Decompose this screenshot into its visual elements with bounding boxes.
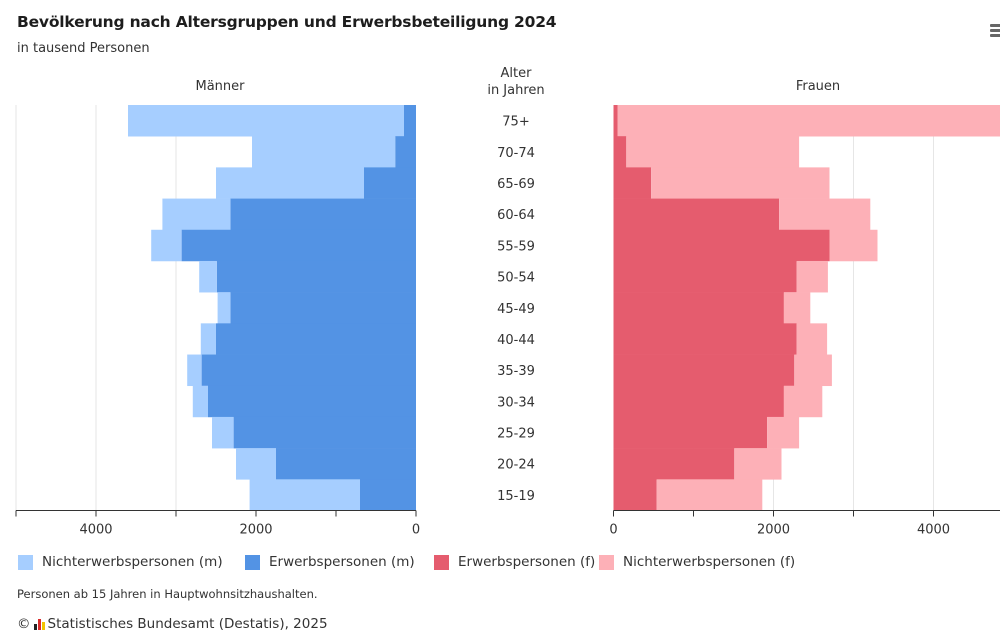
bar-men-working[interactable] [230, 292, 416, 324]
bar-men-non-working[interactable] [212, 416, 234, 449]
bar-men-working[interactable] [216, 323, 416, 355]
age-label: 35-39 [497, 364, 535, 379]
tick-label-women: 0 [609, 523, 617, 538]
legend-item-men-non-working[interactable]: Nichterwerbspersonen (m) [18, 554, 223, 570]
bar-men-non-working[interactable] [192, 385, 208, 418]
destatis-logo-icon [33, 618, 45, 630]
age-axis-title-line1: Alter [500, 66, 532, 81]
bar-women-non-working[interactable] [767, 416, 800, 449]
legend-swatch [434, 554, 449, 570]
bar-women-working[interactable] [613, 354, 795, 387]
bar-men-working[interactable] [181, 229, 416, 262]
bar-men-working[interactable] [216, 260, 416, 293]
copyright-symbol: © [17, 616, 31, 632]
bar-men-working[interactable] [208, 385, 416, 418]
bar-women-non-working[interactable] [783, 385, 823, 418]
legend-label: Erwerbspersonen (m) [269, 554, 415, 570]
age-label: 55-59 [497, 239, 535, 254]
bar-women-non-working[interactable] [626, 136, 800, 168]
bar-women-working[interactable] [613, 167, 652, 199]
age-label: 40-44 [497, 333, 535, 348]
footnote: Personen ab 15 Jahren in Hauptwohnsitzha… [17, 587, 318, 601]
bar-men-working[interactable] [395, 136, 416, 168]
legend-label: Erwerbspersonen (f) [458, 554, 596, 570]
age-label: 65-69 [497, 177, 535, 192]
bar-women-non-working[interactable] [829, 229, 878, 262]
legend-swatch [18, 554, 33, 570]
age-label: 45-49 [497, 302, 535, 317]
legend-swatch [599, 554, 614, 570]
chart-subtitle: in tausend Personen [17, 41, 150, 56]
bar-women-non-working[interactable] [796, 323, 828, 355]
bar-men-working[interactable] [201, 354, 416, 387]
bar-men-working[interactable] [364, 167, 416, 199]
bar-men-working[interactable] [233, 416, 416, 449]
age-axis-title-line2: in Jahren [487, 83, 545, 98]
tick-label-women: 4000 [917, 523, 950, 538]
bar-men-working[interactable] [230, 198, 416, 231]
tick-label-women: 2000 [757, 523, 790, 538]
bar-women-non-working[interactable] [651, 167, 830, 199]
tick-label-men: 4000 [79, 523, 112, 538]
age-axis-title: Alter in Jahren [466, 65, 566, 99]
legend-item-women-working[interactable]: Erwerbspersonen (f) [434, 554, 595, 570]
chart-title: Bevölkerung nach Altersgruppen und Erwer… [17, 13, 557, 31]
age-label: 30-34 [497, 395, 535, 410]
panel-title-men: Männer [195, 79, 245, 94]
hamburger-menu-icon[interactable] [990, 24, 1000, 38]
panel-title-women: Frauen [795, 79, 841, 94]
bar-women-working[interactable] [613, 292, 784, 324]
bar-women-working[interactable] [613, 136, 627, 168]
tick-label-men: 2000 [239, 523, 272, 538]
bar-women-non-working[interactable] [796, 260, 828, 293]
bar-women-working[interactable] [613, 260, 797, 293]
bar-women-non-working[interactable] [783, 292, 811, 324]
legend-swatch [245, 554, 260, 570]
bar-men-non-working[interactable] [236, 448, 276, 480]
bar-men-working[interactable] [404, 105, 416, 137]
age-label: 70-74 [497, 146, 535, 161]
bar-men-non-working[interactable] [128, 105, 404, 137]
bar-women-working[interactable] [613, 323, 797, 355]
legend-item-men-working[interactable]: Erwerbspersonen (m) [245, 554, 415, 570]
source-text: Statistisches Bundesamt (Destatis), 2025 [47, 616, 328, 632]
bar-women-working[interactable] [613, 198, 780, 231]
bar-men-non-working[interactable] [216, 167, 364, 199]
age-label: 25-29 [497, 427, 535, 442]
bar-women-working[interactable] [613, 229, 830, 262]
bar-men-non-working[interactable] [249, 479, 360, 511]
bar-men-non-working[interactable] [162, 198, 231, 231]
bar-women-working[interactable] [613, 448, 735, 480]
bar-women-working[interactable] [613, 105, 618, 137]
tick-label-men: 0 [412, 523, 420, 538]
bar-women-working[interactable] [613, 416, 768, 449]
bar-men-non-working[interactable] [252, 136, 396, 168]
age-label: 50-54 [497, 271, 535, 286]
bar-women-non-working[interactable] [794, 354, 832, 387]
bar-women-non-working[interactable] [617, 105, 1000, 137]
age-label: 60-64 [497, 208, 535, 223]
legend-item-women-non-working[interactable]: Nichterwerbspersonen (f) [599, 554, 795, 570]
bar-men-non-working[interactable] [199, 260, 217, 293]
bar-men-working[interactable] [276, 448, 416, 480]
bar-men-non-working[interactable] [151, 229, 182, 262]
bar-men-non-working[interactable] [217, 292, 231, 324]
legend-label: Nichterwerbspersonen (f) [623, 554, 796, 570]
legend: Nichterwerbspersonen (m) Erwerbspersonen… [0, 554, 1000, 576]
bar-women-non-working[interactable] [656, 479, 763, 511]
bar-men-working[interactable] [360, 479, 416, 511]
bar-women-non-working[interactable] [734, 448, 782, 480]
bar-women-working[interactable] [613, 385, 784, 418]
bar-men-non-working[interactable] [200, 323, 216, 355]
pyramid-chart: 75+ 70-74 65-69 60-64 55-59 50-54 45-49 40-44 35… [15, 105, 1000, 538]
bar-women-non-working[interactable] [779, 198, 871, 231]
age-label: 20-24 [497, 458, 535, 473]
legend-label: Nichterwerbspersonen (m) [42, 554, 223, 570]
age-label: 15-19 [497, 489, 535, 504]
bar-women-working[interactable] [613, 479, 657, 511]
source-credit: © Statistisches Bundesamt (Destatis), 20… [17, 616, 328, 632]
age-label: 75+ [502, 115, 529, 130]
bar-men-non-working[interactable] [187, 354, 202, 387]
